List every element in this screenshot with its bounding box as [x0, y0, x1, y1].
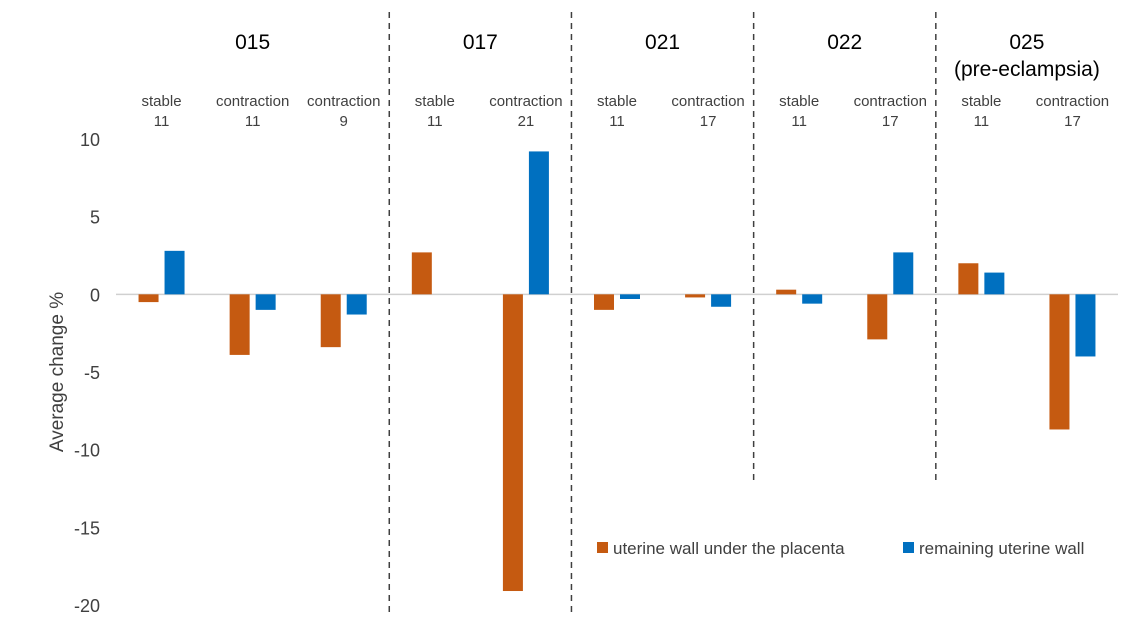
category-condition-label: stable — [779, 93, 819, 110]
bar-remaining — [893, 252, 914, 295]
group-label: 021 — [645, 31, 680, 54]
bar-remaining — [984, 272, 1005, 295]
legend-label: remaining uterine wall — [919, 539, 1084, 558]
group-label: 015 — [235, 31, 270, 54]
y-tick-label: -10 — [74, 441, 100, 461]
category-week-label: 17 — [882, 113, 899, 130]
y-tick-label: 5 — [90, 208, 100, 228]
bar-placenta — [958, 263, 979, 295]
legend-swatch — [903, 542, 914, 553]
bar-remaining — [528, 151, 549, 295]
category-condition-label: contraction — [671, 93, 744, 110]
bar-remaining — [711, 294, 732, 307]
y-tick-label: -5 — [84, 363, 100, 383]
group-label: 025 — [1009, 31, 1044, 54]
category-condition-label: stable — [142, 93, 182, 110]
group-label: 022 — [827, 31, 862, 54]
category-week-label: 17 — [700, 113, 717, 130]
category-week-label: 21 — [518, 113, 535, 130]
bar-placenta — [776, 289, 797, 295]
y-tick-label: 10 — [80, 130, 100, 150]
category-condition-label: stable — [961, 93, 1001, 110]
bar-remaining — [1075, 294, 1096, 357]
group-label: 017 — [463, 31, 498, 54]
category-condition-label: contraction — [216, 93, 289, 110]
category-week-label: 11 — [245, 113, 261, 130]
category-condition-label: contraction — [854, 93, 927, 110]
bar-placenta — [138, 294, 159, 303]
bar-placenta — [411, 252, 432, 295]
bar-remaining — [802, 294, 823, 304]
bar-placenta — [320, 294, 341, 348]
legend-label: uterine wall under the placenta — [613, 539, 845, 558]
bar-remaining — [346, 294, 367, 315]
bar-remaining — [620, 294, 640, 299]
category-condition-label: stable — [415, 93, 455, 110]
category-week-label: 11 — [609, 113, 625, 130]
category-week-label: 11 — [154, 113, 170, 130]
bar-placenta — [594, 294, 614, 310]
category-week-label: 17 — [1064, 113, 1081, 130]
bar-placenta — [229, 294, 250, 355]
bar-placenta — [502, 294, 523, 592]
bar-remaining — [255, 294, 276, 310]
category-condition-label: contraction — [307, 93, 380, 110]
category-week-label: 11 — [791, 113, 807, 130]
legend-swatch — [597, 542, 608, 553]
y-axis-title: Average change % — [47, 292, 68, 452]
category-week-label: 11 — [974, 113, 990, 130]
category-condition-label: contraction — [489, 93, 562, 110]
y-tick-label: 0 — [90, 285, 100, 305]
category-week-label: 9 — [340, 113, 348, 130]
bar-remaining — [164, 250, 185, 295]
group-sublabel: (pre-eclampsia) — [954, 58, 1100, 81]
bar-placenta — [685, 294, 706, 298]
category-week-label: 11 — [427, 113, 443, 130]
bar-placenta — [1049, 294, 1070, 430]
category-condition-label: stable — [597, 93, 637, 110]
y-tick-label: -15 — [74, 518, 100, 538]
y-tick-label: -20 — [74, 596, 100, 616]
category-condition-label: contraction — [1036, 93, 1109, 110]
bar-placenta — [867, 294, 888, 340]
